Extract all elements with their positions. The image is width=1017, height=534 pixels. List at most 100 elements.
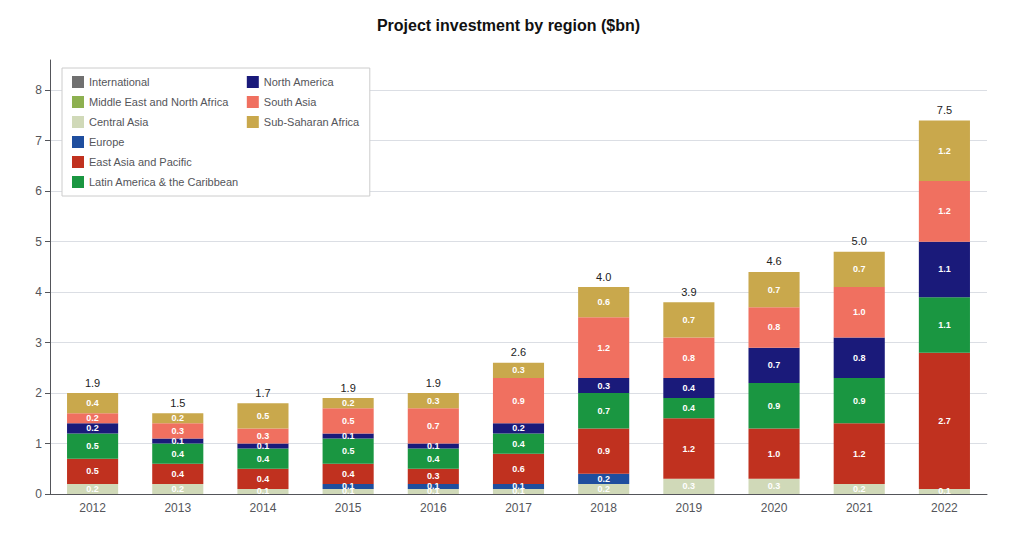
svg-text:0.3: 0.3	[768, 481, 781, 491]
svg-text:0.8: 0.8	[683, 353, 696, 363]
svg-text:2016: 2016	[420, 501, 447, 515]
svg-text:0.2: 0.2	[86, 413, 99, 423]
svg-text:0.5: 0.5	[86, 466, 99, 476]
svg-text:2017: 2017	[505, 501, 532, 515]
svg-text:0.3: 0.3	[427, 471, 440, 481]
svg-text:3: 3	[35, 336, 42, 350]
svg-text:0.7: 0.7	[853, 264, 866, 274]
svg-text:1.2: 1.2	[853, 449, 866, 459]
svg-text:0.3: 0.3	[172, 426, 185, 436]
svg-text:0.3: 0.3	[597, 381, 610, 391]
svg-text:0.1: 0.1	[512, 481, 525, 491]
svg-text:0.2: 0.2	[86, 423, 99, 433]
svg-text:2.7: 2.7	[938, 416, 951, 426]
svg-text:0.7: 0.7	[683, 315, 696, 325]
svg-text:0.6: 0.6	[597, 297, 610, 307]
svg-text:2013: 2013	[164, 501, 191, 515]
svg-text:1: 1	[35, 437, 42, 451]
svg-text:0.7: 0.7	[427, 421, 440, 431]
svg-text:0.2: 0.2	[597, 474, 610, 484]
svg-text:0.2: 0.2	[597, 484, 610, 494]
svg-text:4.0: 4.0	[596, 271, 611, 283]
svg-text:0.9: 0.9	[597, 446, 610, 456]
svg-text:4: 4	[35, 285, 42, 299]
svg-text:1.0: 1.0	[853, 307, 866, 317]
svg-text:Middle East and North Africa: Middle East and North Africa	[89, 96, 229, 108]
svg-text:5.0: 5.0	[852, 235, 867, 247]
svg-text:0.7: 0.7	[597, 406, 610, 416]
svg-text:3.9: 3.9	[681, 286, 696, 298]
svg-text:Europe: Europe	[89, 136, 124, 148]
svg-text:0.1: 0.1	[342, 431, 355, 441]
svg-text:Central Asia: Central Asia	[89, 116, 149, 128]
svg-text:4.6: 4.6	[766, 255, 781, 267]
svg-text:0.4: 0.4	[683, 403, 696, 413]
svg-text:0.1: 0.1	[938, 486, 951, 496]
svg-text:1.1: 1.1	[938, 264, 951, 274]
svg-text:6: 6	[35, 184, 42, 198]
svg-text:0.3: 0.3	[427, 396, 440, 406]
svg-text:0.3: 0.3	[683, 481, 696, 491]
svg-text:0.8: 0.8	[853, 353, 866, 363]
svg-text:2012: 2012	[79, 501, 106, 515]
svg-text:1.7: 1.7	[255, 387, 270, 399]
svg-text:0.2: 0.2	[512, 423, 525, 433]
svg-text:2018: 2018	[590, 501, 617, 515]
svg-text:0.9: 0.9	[768, 401, 781, 411]
svg-text:0.4: 0.4	[257, 454, 270, 464]
svg-text:2022: 2022	[931, 501, 958, 515]
svg-text:0.2: 0.2	[853, 484, 866, 494]
svg-text:1.2: 1.2	[938, 206, 951, 216]
svg-text:0.1: 0.1	[172, 436, 185, 446]
svg-text:2021: 2021	[846, 501, 873, 515]
svg-text:1.9: 1.9	[85, 377, 100, 389]
svg-text:0.4: 0.4	[172, 449, 185, 459]
svg-text:0.6: 0.6	[512, 464, 525, 474]
svg-text:2019: 2019	[676, 501, 703, 515]
svg-text:1.5: 1.5	[170, 397, 185, 409]
svg-text:0.5: 0.5	[257, 411, 270, 421]
svg-text:0: 0	[35, 487, 42, 501]
svg-text:0.5: 0.5	[86, 441, 99, 451]
svg-text:2: 2	[35, 386, 42, 400]
svg-text:2015: 2015	[335, 501, 362, 515]
svg-text:0.5: 0.5	[342, 416, 355, 426]
svg-text:Project investment by region (: Project investment by region ($bn)	[377, 17, 640, 34]
svg-text:International: International	[89, 76, 150, 88]
svg-text:0.1: 0.1	[257, 441, 270, 451]
svg-text:1.2: 1.2	[683, 444, 696, 454]
svg-text:8: 8	[35, 83, 42, 97]
svg-text:1.1: 1.1	[938, 320, 951, 330]
svg-text:0.4: 0.4	[86, 398, 99, 408]
svg-text:1.9: 1.9	[340, 382, 355, 394]
svg-text:0.2: 0.2	[172, 413, 185, 423]
svg-text:0.1: 0.1	[257, 486, 270, 496]
svg-text:0.7: 0.7	[768, 360, 781, 370]
svg-text:0.4: 0.4	[512, 439, 525, 449]
svg-text:2.6: 2.6	[511, 346, 526, 358]
svg-text:1.2: 1.2	[597, 343, 610, 353]
svg-text:1.0: 1.0	[768, 449, 781, 459]
svg-text:0.2: 0.2	[86, 484, 99, 494]
svg-text:0.4: 0.4	[342, 469, 355, 479]
svg-text:0.3: 0.3	[512, 365, 525, 375]
svg-text:0.4: 0.4	[172, 469, 185, 479]
svg-text:0.7: 0.7	[768, 285, 781, 295]
svg-text:0.9: 0.9	[853, 396, 866, 406]
svg-text:1.2: 1.2	[938, 146, 951, 156]
svg-text:0.2: 0.2	[172, 484, 185, 494]
svg-text:East Asia and Pacific: East Asia and Pacific	[89, 156, 192, 168]
svg-text:5: 5	[35, 235, 42, 249]
svg-text:2020: 2020	[761, 501, 788, 515]
svg-text:South Asia: South Asia	[264, 96, 317, 108]
svg-text:0.4: 0.4	[257, 474, 270, 484]
svg-text:Sub-Saharan Africa: Sub-Saharan Africa	[264, 116, 360, 128]
svg-text:7: 7	[35, 134, 42, 148]
svg-text:North America: North America	[264, 76, 335, 88]
svg-text:0.1: 0.1	[427, 481, 440, 491]
svg-text:0.1: 0.1	[342, 481, 355, 491]
svg-text:0.4: 0.4	[427, 454, 440, 464]
svg-text:0.9: 0.9	[512, 396, 525, 406]
svg-text:7.5: 7.5	[937, 104, 952, 116]
svg-text:0.3: 0.3	[257, 431, 270, 441]
